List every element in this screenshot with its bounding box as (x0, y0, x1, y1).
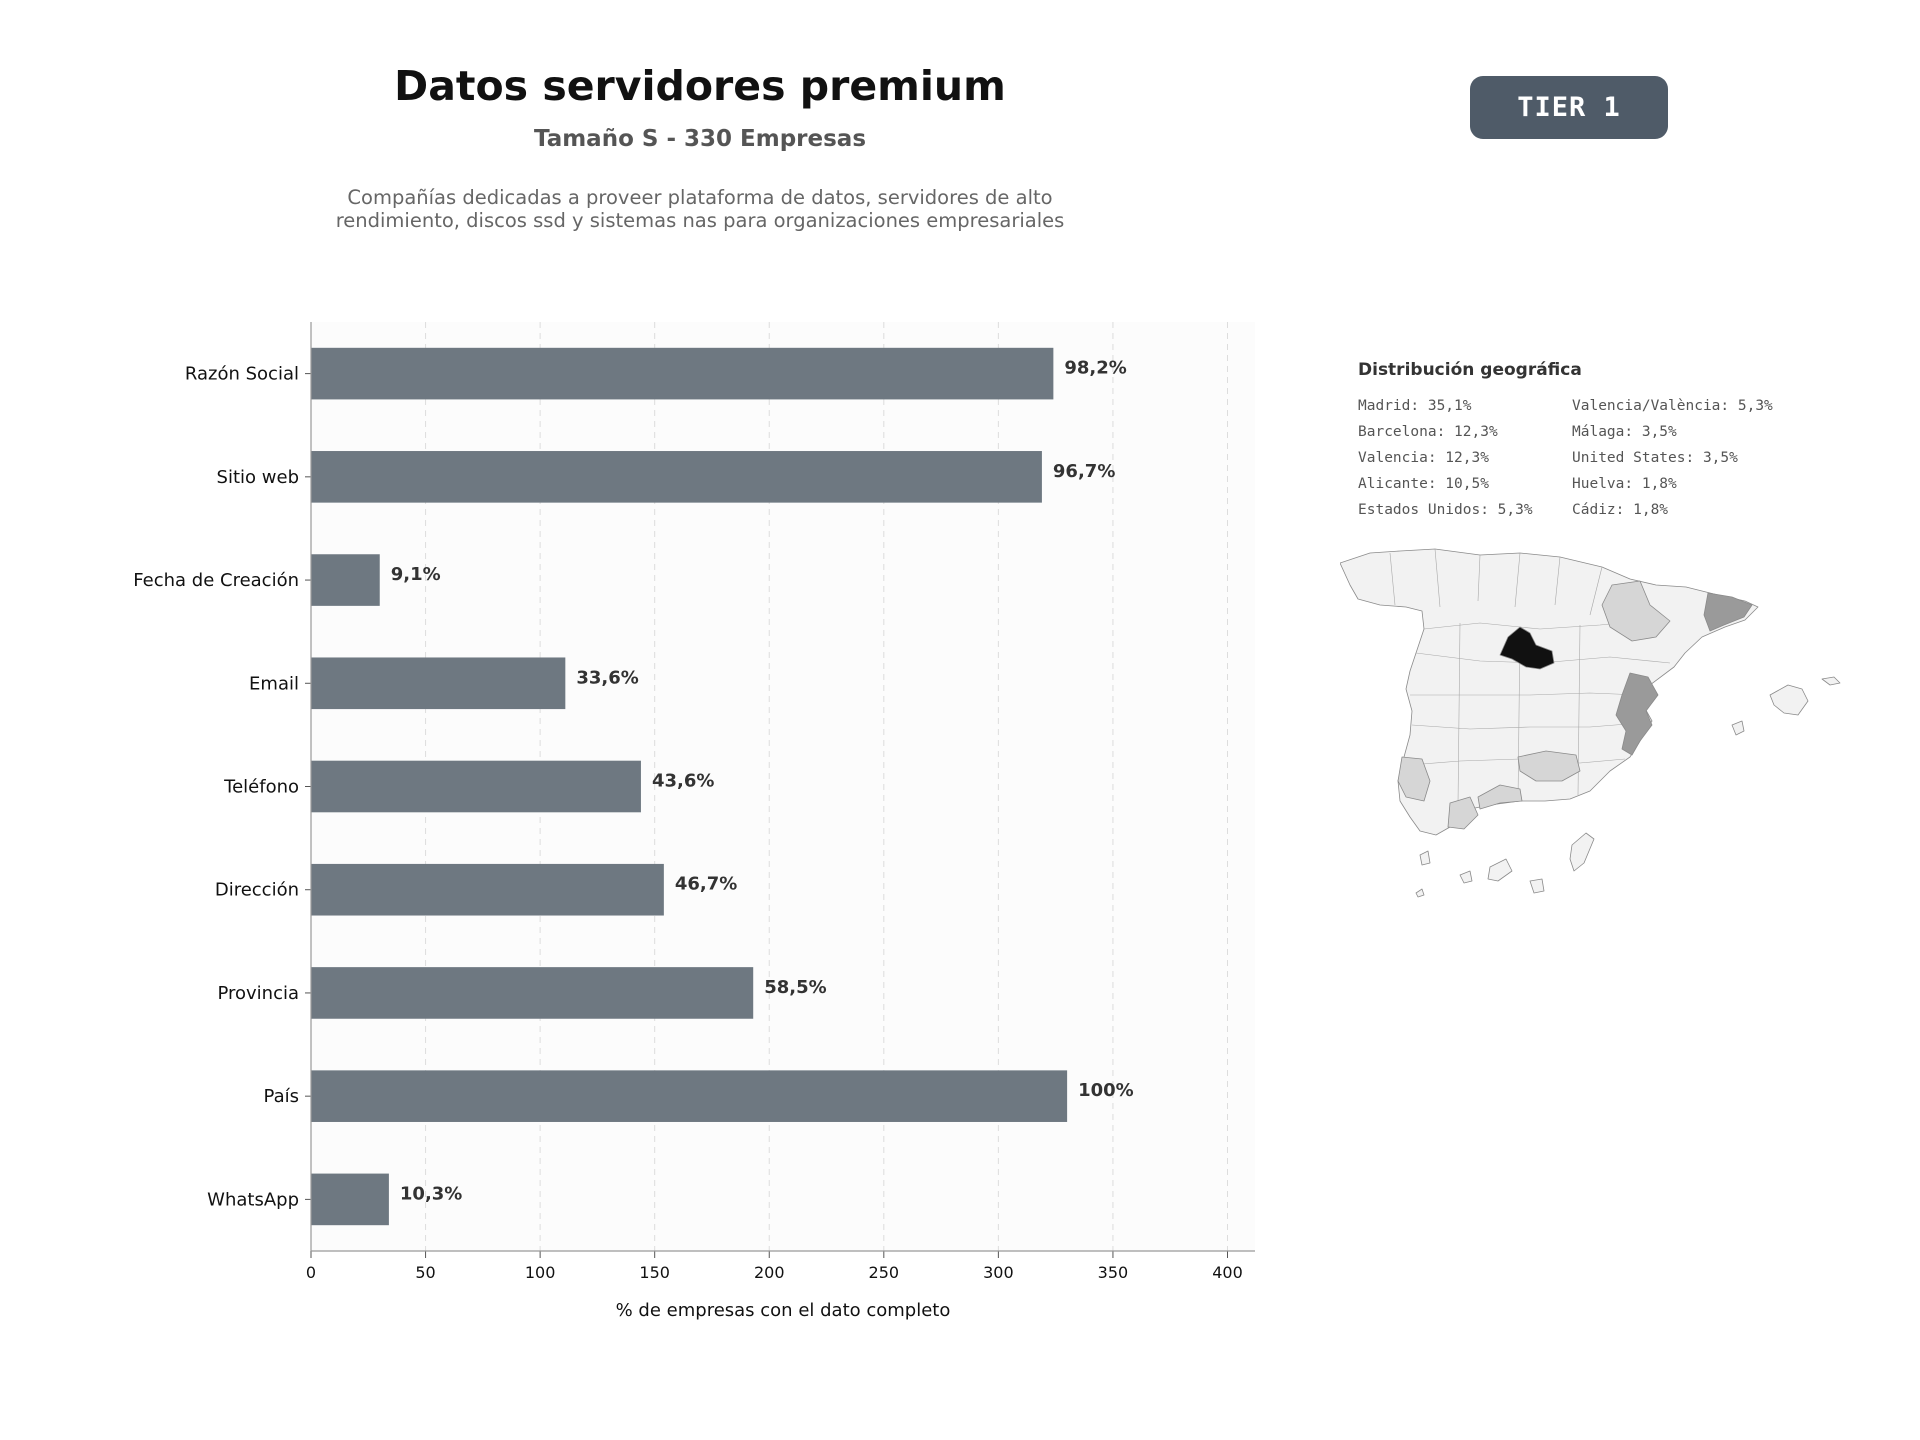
bar (311, 657, 566, 710)
map-barcelona (1703, 592, 1753, 632)
data-label: 33,6% (576, 667, 638, 688)
map-canarias-1 (1419, 850, 1431, 866)
page-subtitle: Tamaño S - 330 Empresas (533, 126, 867, 152)
map-malaga (1477, 784, 1523, 810)
category-label: Email (249, 673, 299, 694)
bar (311, 1173, 389, 1226)
map-madrid (1499, 626, 1555, 670)
x-tick-label: 200 (754, 1263, 785, 1282)
data-label: 58,5% (764, 977, 826, 998)
category-label: Provincia (217, 983, 299, 1004)
map-canarias-3 (1487, 858, 1513, 882)
map-mainland (1340, 548, 1759, 836)
map-jaen (1517, 750, 1581, 782)
geo-item: Valencia: 12,3% (1358, 450, 1489, 466)
category-label: País (264, 1086, 299, 1107)
bar (311, 967, 754, 1019)
map-canarias-5 (1569, 832, 1595, 872)
category-label: Sitio web (217, 467, 299, 488)
category-label: Razón Social (185, 364, 299, 385)
x-tick-label: 50 (415, 1263, 435, 1282)
bar (311, 1070, 1068, 1122)
bar (311, 554, 380, 606)
data-label: 46,7% (675, 874, 737, 895)
map-canarias-4 (1529, 878, 1545, 894)
map-aragon (1601, 580, 1671, 642)
map-huelva (1397, 756, 1431, 802)
x-tick-label: 300 (983, 1263, 1014, 1282)
x-tick-label: 250 (869, 1263, 900, 1282)
geo-item: Barcelona: 12,3% (1358, 424, 1498, 440)
bar (311, 863, 664, 916)
geo-item: Estados Unidos: 5,3% (1358, 502, 1533, 518)
geo-distribution: Distribución geográfica Madrid: 35,1% Va… (1358, 360, 1878, 521)
map-menorca (1821, 676, 1841, 686)
data-label: 100% (1078, 1080, 1134, 1101)
geo-item: Valencia/València: 5,3% (1572, 398, 1773, 414)
category-label: Fecha de Creación (133, 570, 299, 591)
geo-item: United States: 3,5% (1572, 450, 1738, 466)
x-tick-label: 0 (306, 1263, 316, 1282)
x-axis-label: % de empresas con el dato completo (616, 1300, 951, 1321)
geo-list: Madrid: 35,1% Valencia/València: 5,3% Ba… (1358, 396, 1878, 521)
geo-item: Alicante: 10,5% (1358, 476, 1489, 492)
data-label: 43,6% (652, 771, 714, 792)
bar (311, 760, 641, 813)
x-tick-label: 350 (1098, 1263, 1129, 1282)
map-cadiz (1447, 796, 1479, 830)
category-label: Dirección (215, 880, 299, 901)
map-valencia (1615, 672, 1659, 756)
page-description: Compañías dedicadas a proveer plataforma… (335, 186, 1065, 232)
x-tick-label: 100 (525, 1263, 556, 1282)
data-label: 98,2% (1064, 358, 1126, 379)
map-canarias-2 (1459, 870, 1473, 884)
category-label: WhatsApp (207, 1189, 299, 1210)
map-mallorca (1769, 684, 1809, 716)
bar-chart: 0 50 100 150 200 250 300 350 400 Razón Social 98,2… (133, 322, 1255, 1321)
spain-map (1340, 548, 1841, 898)
data-label: 9,1% (391, 564, 441, 585)
geo-item: Cádiz: 1,8% (1572, 502, 1669, 518)
map-ibiza (1731, 720, 1745, 736)
page-title: Datos servidores premium (394, 62, 1006, 110)
geo-item: Huelva: 1,8% (1572, 476, 1677, 492)
geo-item: Madrid: 35,1% (1358, 398, 1472, 414)
category-label: Teléfono (223, 777, 299, 798)
bar (311, 347, 1054, 400)
geo-title: Distribución geográfica (1358, 360, 1582, 380)
x-tick-label: 400 (1212, 1263, 1243, 1282)
data-label: 10,3% (400, 1183, 462, 1204)
bar (311, 451, 1042, 503)
x-tick-label: 150 (639, 1263, 670, 1282)
tier-badge: TIER 1 (1470, 76, 1668, 139)
map-canarias-6 (1415, 888, 1425, 898)
geo-item: Málaga: 3,5% (1572, 424, 1677, 440)
data-label: 96,7% (1053, 461, 1115, 482)
